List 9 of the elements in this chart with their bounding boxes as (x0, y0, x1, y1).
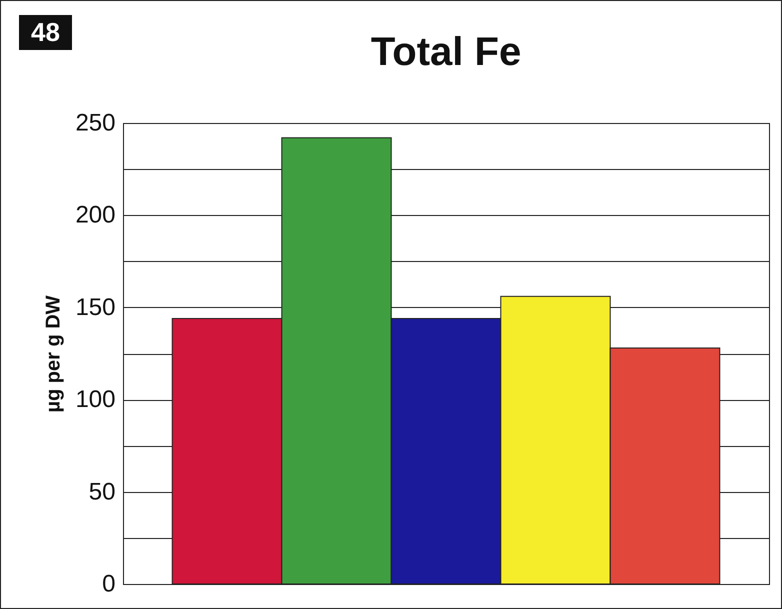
y-tick-label: 100 (75, 386, 116, 414)
y-axis-title: µg per g DW (42, 295, 64, 413)
y-tick-label: 200 (75, 202, 116, 229)
y-tick-label: 150 (75, 294, 116, 321)
y-tick-label: 250 (75, 110, 116, 136)
chart-title: Total Fe (370, 30, 522, 74)
y-tick-label: 0 (102, 570, 116, 598)
y-tick-label: 50 (88, 478, 116, 506)
text: 48 (19, 15, 72, 50)
